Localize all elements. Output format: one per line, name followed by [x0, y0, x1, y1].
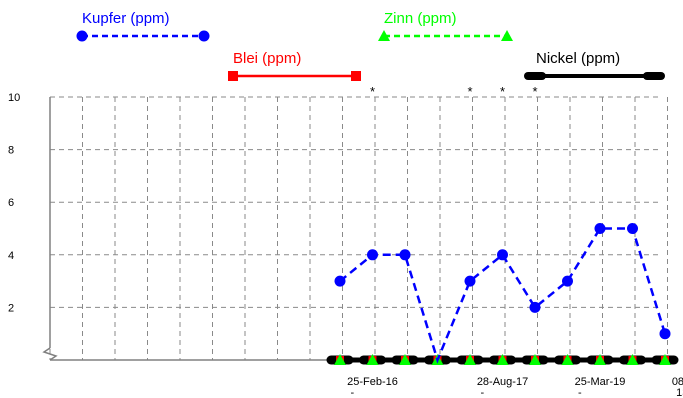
annotation-star: * — [532, 84, 537, 99]
legend-marker-circle — [198, 30, 210, 42]
point-zinn — [626, 354, 639, 365]
point-kupfer — [464, 275, 476, 287]
x-tick-sublabel: - — [351, 387, 355, 398]
x-tick-sublabel: - — [578, 387, 582, 398]
legend-label-square: Blei (ppm) — [233, 50, 301, 67]
axis-break — [42, 347, 58, 361]
point-kupfer — [497, 249, 508, 261]
annotation-star: * — [467, 84, 472, 99]
series-line-kupfer — [339, 227, 667, 364]
legend: Kupfer (ppm) Zinn (ppm) Blei (ppm) Nickel (… — [76, 10, 665, 81]
point-zinn — [561, 354, 574, 365]
legend-label-circle: Kupfer (ppm) — [82, 10, 170, 27]
point-zinn — [464, 354, 476, 365]
y-tick-label: 8 — [8, 145, 14, 157]
grid — [49, 96, 668, 360]
point-zinn — [496, 354, 509, 365]
point-kupfer — [399, 249, 411, 261]
legend-marker-square — [228, 71, 238, 81]
y-tick-label: 4 — [8, 250, 14, 262]
point-kupfer — [627, 223, 638, 234]
y-tick-labels: 2 4 6 8 10 — [8, 92, 20, 314]
point-zinn — [594, 354, 606, 365]
point-zinn — [399, 354, 411, 365]
point-kupfer — [334, 275, 346, 287]
legend-marker-circle — [76, 30, 88, 42]
point-kupfer — [529, 301, 541, 313]
x-tick-labels: 25-Feb-16-28-Aug-17-25-Mar-19-08-Sep-201… — [347, 376, 683, 398]
x-tick-label: 08-Sep-20 — [672, 376, 683, 388]
point-zinn — [529, 354, 541, 365]
point-kupfer — [562, 275, 573, 287]
point-kupfer — [594, 223, 606, 234]
x-tick-label: 25-Feb-16 — [347, 376, 398, 388]
legend-label-bar: Nickel (ppm) — [536, 50, 620, 67]
point-zinn — [366, 354, 379, 365]
x-tick-sublabel: 13/03/18 — [676, 387, 683, 398]
y-tick-label: 6 — [8, 197, 14, 209]
legend-label-triangle: Zinn (ppm) — [384, 10, 457, 27]
annotation-star: * — [370, 84, 375, 99]
x-tick-label: 28-Aug-17 — [477, 376, 528, 388]
point-zinn — [659, 354, 671, 365]
legend-marker-triangle — [501, 30, 513, 41]
x-tick-sublabel: - — [481, 387, 485, 398]
annotations: * * * * — [370, 84, 538, 99]
point-kupfer — [659, 328, 671, 340]
legend-marker-square — [351, 71, 361, 81]
y-tick-label: 10 — [8, 92, 20, 104]
point-zinn — [334, 354, 346, 365]
axes — [42, 97, 660, 361]
series — [326, 223, 679, 365]
x-tick-label: 25-Mar-19 — [575, 376, 626, 388]
y-tick-label: 2 — [8, 302, 14, 314]
annotation-star: * — [500, 84, 505, 99]
legend-marker-triangle — [378, 30, 390, 41]
point-kupfer — [367, 249, 378, 261]
